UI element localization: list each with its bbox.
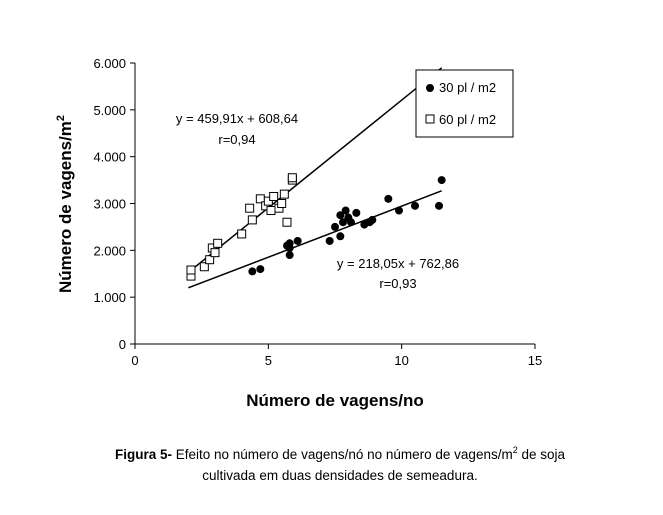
y-tick-label: 2.000 xyxy=(93,243,126,258)
data-point-30 xyxy=(395,206,403,215)
data-point-60 xyxy=(287,173,297,183)
data-point-60 xyxy=(247,215,257,225)
legend-label-60: 60 pl / m2 xyxy=(439,112,496,127)
data-point-30 xyxy=(341,206,350,215)
data-point-group xyxy=(186,173,446,281)
data-point-60 xyxy=(213,238,223,248)
data-point-60 xyxy=(266,206,276,216)
caption-text-end: de soja xyxy=(517,447,566,462)
x-tick-label: 10 xyxy=(394,353,408,368)
data-point-60 xyxy=(199,262,209,272)
data-point-30 xyxy=(325,236,334,245)
data-point-30 xyxy=(285,251,294,260)
legend-marker-30 xyxy=(426,84,434,92)
data-point-60 xyxy=(237,229,247,239)
x-axis-label: Número de vagens/no xyxy=(246,391,424,410)
scatter-chart: 0 1.000 2.000 3.000 4.000 5.000 6.000 0 5 10 15 Nú… xyxy=(55,56,542,410)
data-point-30 xyxy=(285,243,294,252)
trendline-30 xyxy=(188,190,442,289)
x-tick-label: 15 xyxy=(528,353,542,368)
data-point-30 xyxy=(293,236,302,245)
y-tick-label: 3.000 xyxy=(93,197,126,212)
data-point-30 xyxy=(352,208,361,217)
trendline-group xyxy=(187,67,443,289)
trend-equation-30: y = 218,05x + 762,86 xyxy=(337,256,459,271)
figure-caption: Figura 5- Efeito no número de vagens/nó … xyxy=(40,440,640,486)
data-point-30 xyxy=(331,222,339,231)
data-point-30 xyxy=(435,201,443,210)
y-tick-label: 1.000 xyxy=(93,290,126,305)
data-point-60 xyxy=(205,255,215,265)
data-point-60 xyxy=(245,203,255,213)
data-point-30 xyxy=(248,267,257,276)
data-point-30 xyxy=(437,176,446,185)
x-tick-label: 5 xyxy=(265,353,272,368)
caption-sup: 2 xyxy=(512,445,518,455)
data-point-60 xyxy=(269,191,279,201)
y-tick-label: 4.000 xyxy=(93,150,126,165)
y-tick-label: 6.000 xyxy=(93,56,126,71)
data-point-60 xyxy=(282,217,292,227)
tick-group: 0 1.000 2.000 3.000 4.000 5.000 6.000 0 5 10 15 xyxy=(93,56,542,368)
data-point-60 xyxy=(277,199,287,208)
trend-r-60: r=0,94 xyxy=(218,132,255,147)
caption-line-2: cultivada em duas densidades de semeadur… xyxy=(202,468,478,483)
legend-marker-60 xyxy=(425,114,435,124)
data-point-30 xyxy=(411,201,419,210)
data-point-30 xyxy=(368,215,377,224)
data-point-60 xyxy=(279,189,289,199)
y-tick-label: 0 xyxy=(119,337,126,352)
trend-equation-60: y = 459,91x + 608,64 xyxy=(176,111,298,126)
data-point-30 xyxy=(347,218,355,227)
trend-r-30: r=0,93 xyxy=(379,276,416,291)
data-point-30 xyxy=(256,265,265,274)
caption-label: Figura 5- xyxy=(114,447,172,462)
data-point-30 xyxy=(384,194,393,203)
legend-label-30: 30 pl / m2 xyxy=(439,80,496,95)
data-point-60 xyxy=(210,248,220,258)
data-point-30 xyxy=(336,211,345,220)
x-tick-label: 0 xyxy=(131,353,138,368)
caption-text: Efeito no número de vagens/nó no número … xyxy=(171,447,513,462)
data-point-60 xyxy=(186,265,196,275)
y-tick-label: 5.000 xyxy=(93,103,126,118)
trendline-60 xyxy=(187,67,443,274)
y-axis-label: Número de vagens/m2 xyxy=(55,115,75,293)
data-point-30 xyxy=(336,232,345,241)
data-point-30 xyxy=(339,218,347,227)
legend: 30 pl / m2 60 pl / m2 xyxy=(415,69,514,138)
legend-box xyxy=(415,69,514,138)
data-point-60 xyxy=(263,196,273,206)
